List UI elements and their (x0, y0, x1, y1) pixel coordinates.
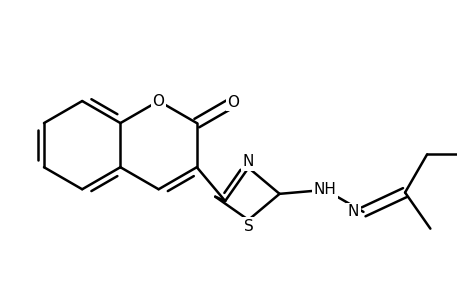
Text: O: O (152, 94, 164, 109)
Text: O: O (227, 94, 239, 110)
Text: N: N (242, 154, 254, 169)
Text: NH: NH (313, 182, 336, 197)
Text: S: S (243, 219, 253, 234)
Text: N: N (347, 204, 358, 219)
